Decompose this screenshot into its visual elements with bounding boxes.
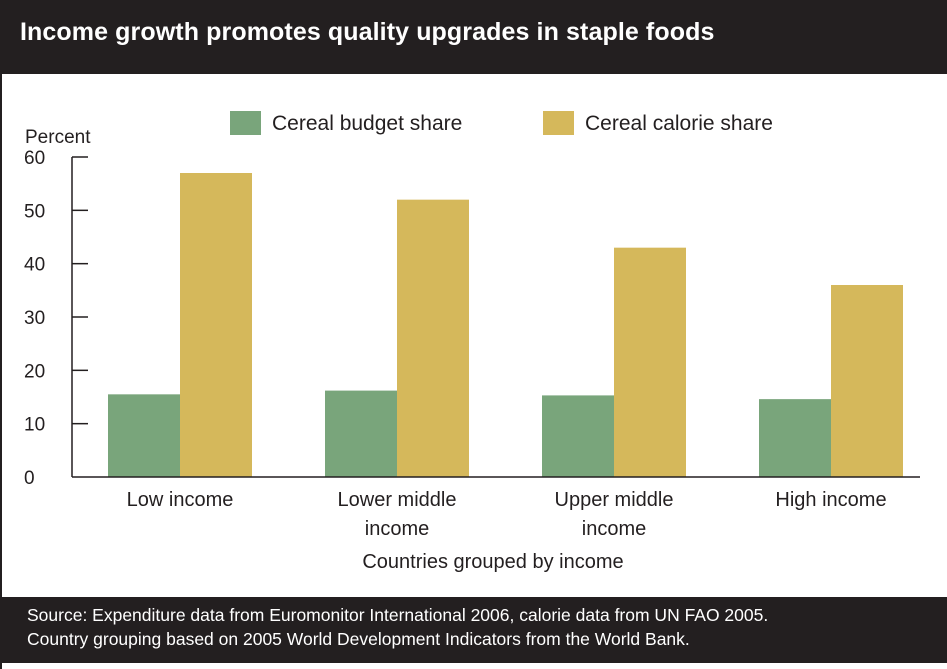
y-tick-label-40: 40 (24, 255, 45, 276)
source-note-line-2: Country grouping based on 2005 World Dev… (27, 629, 690, 649)
x-category-label-2: income (365, 518, 429, 540)
bar-calorie-3 (614, 247, 686, 477)
legend-swatch-budget (230, 111, 261, 135)
y-axis-title: Percent (25, 127, 91, 148)
bar-calorie-4 (831, 285, 903, 477)
y-tick-label-20: 20 (24, 361, 45, 382)
bar-budget-4 (759, 399, 831, 477)
source-note-line-1: Source: Expenditure data from Euromonito… (27, 605, 769, 625)
x-axis-title: Countries grouped by income (362, 551, 623, 573)
y-tick-label-50: 50 (24, 201, 45, 222)
y-tick-label-0: 0 (24, 468, 35, 489)
header-panel: Income growth promotes quality upgrades … (0, 0, 947, 74)
y-tick-label-60: 60 (24, 148, 45, 169)
legend-label-calorie: Cereal calorie share (585, 112, 773, 135)
x-category-label-4: High income (775, 489, 886, 511)
bar-budget-3 (542, 395, 614, 477)
x-category-label-2: Lower middle (338, 489, 457, 511)
bar-calorie-1 (180, 173, 252, 477)
x-category-label-1: Low income (127, 489, 234, 511)
y-tick-label-10: 10 (24, 415, 45, 436)
y-tick-label-30: 30 (24, 308, 45, 329)
chart-title: Income growth promotes quality upgrades … (20, 18, 715, 46)
legend-swatch-calorie (543, 111, 574, 135)
legend-label-budget: Cereal budget share (272, 112, 462, 135)
bar-calorie-2 (397, 199, 469, 477)
x-category-label-3: income (582, 518, 646, 540)
bar-budget-2 (325, 390, 397, 477)
x-category-label-3: Upper middle (555, 489, 674, 511)
bar-budget-1 (108, 394, 180, 477)
source-panel: Source: Expenditure data from Euromonito… (0, 597, 947, 663)
